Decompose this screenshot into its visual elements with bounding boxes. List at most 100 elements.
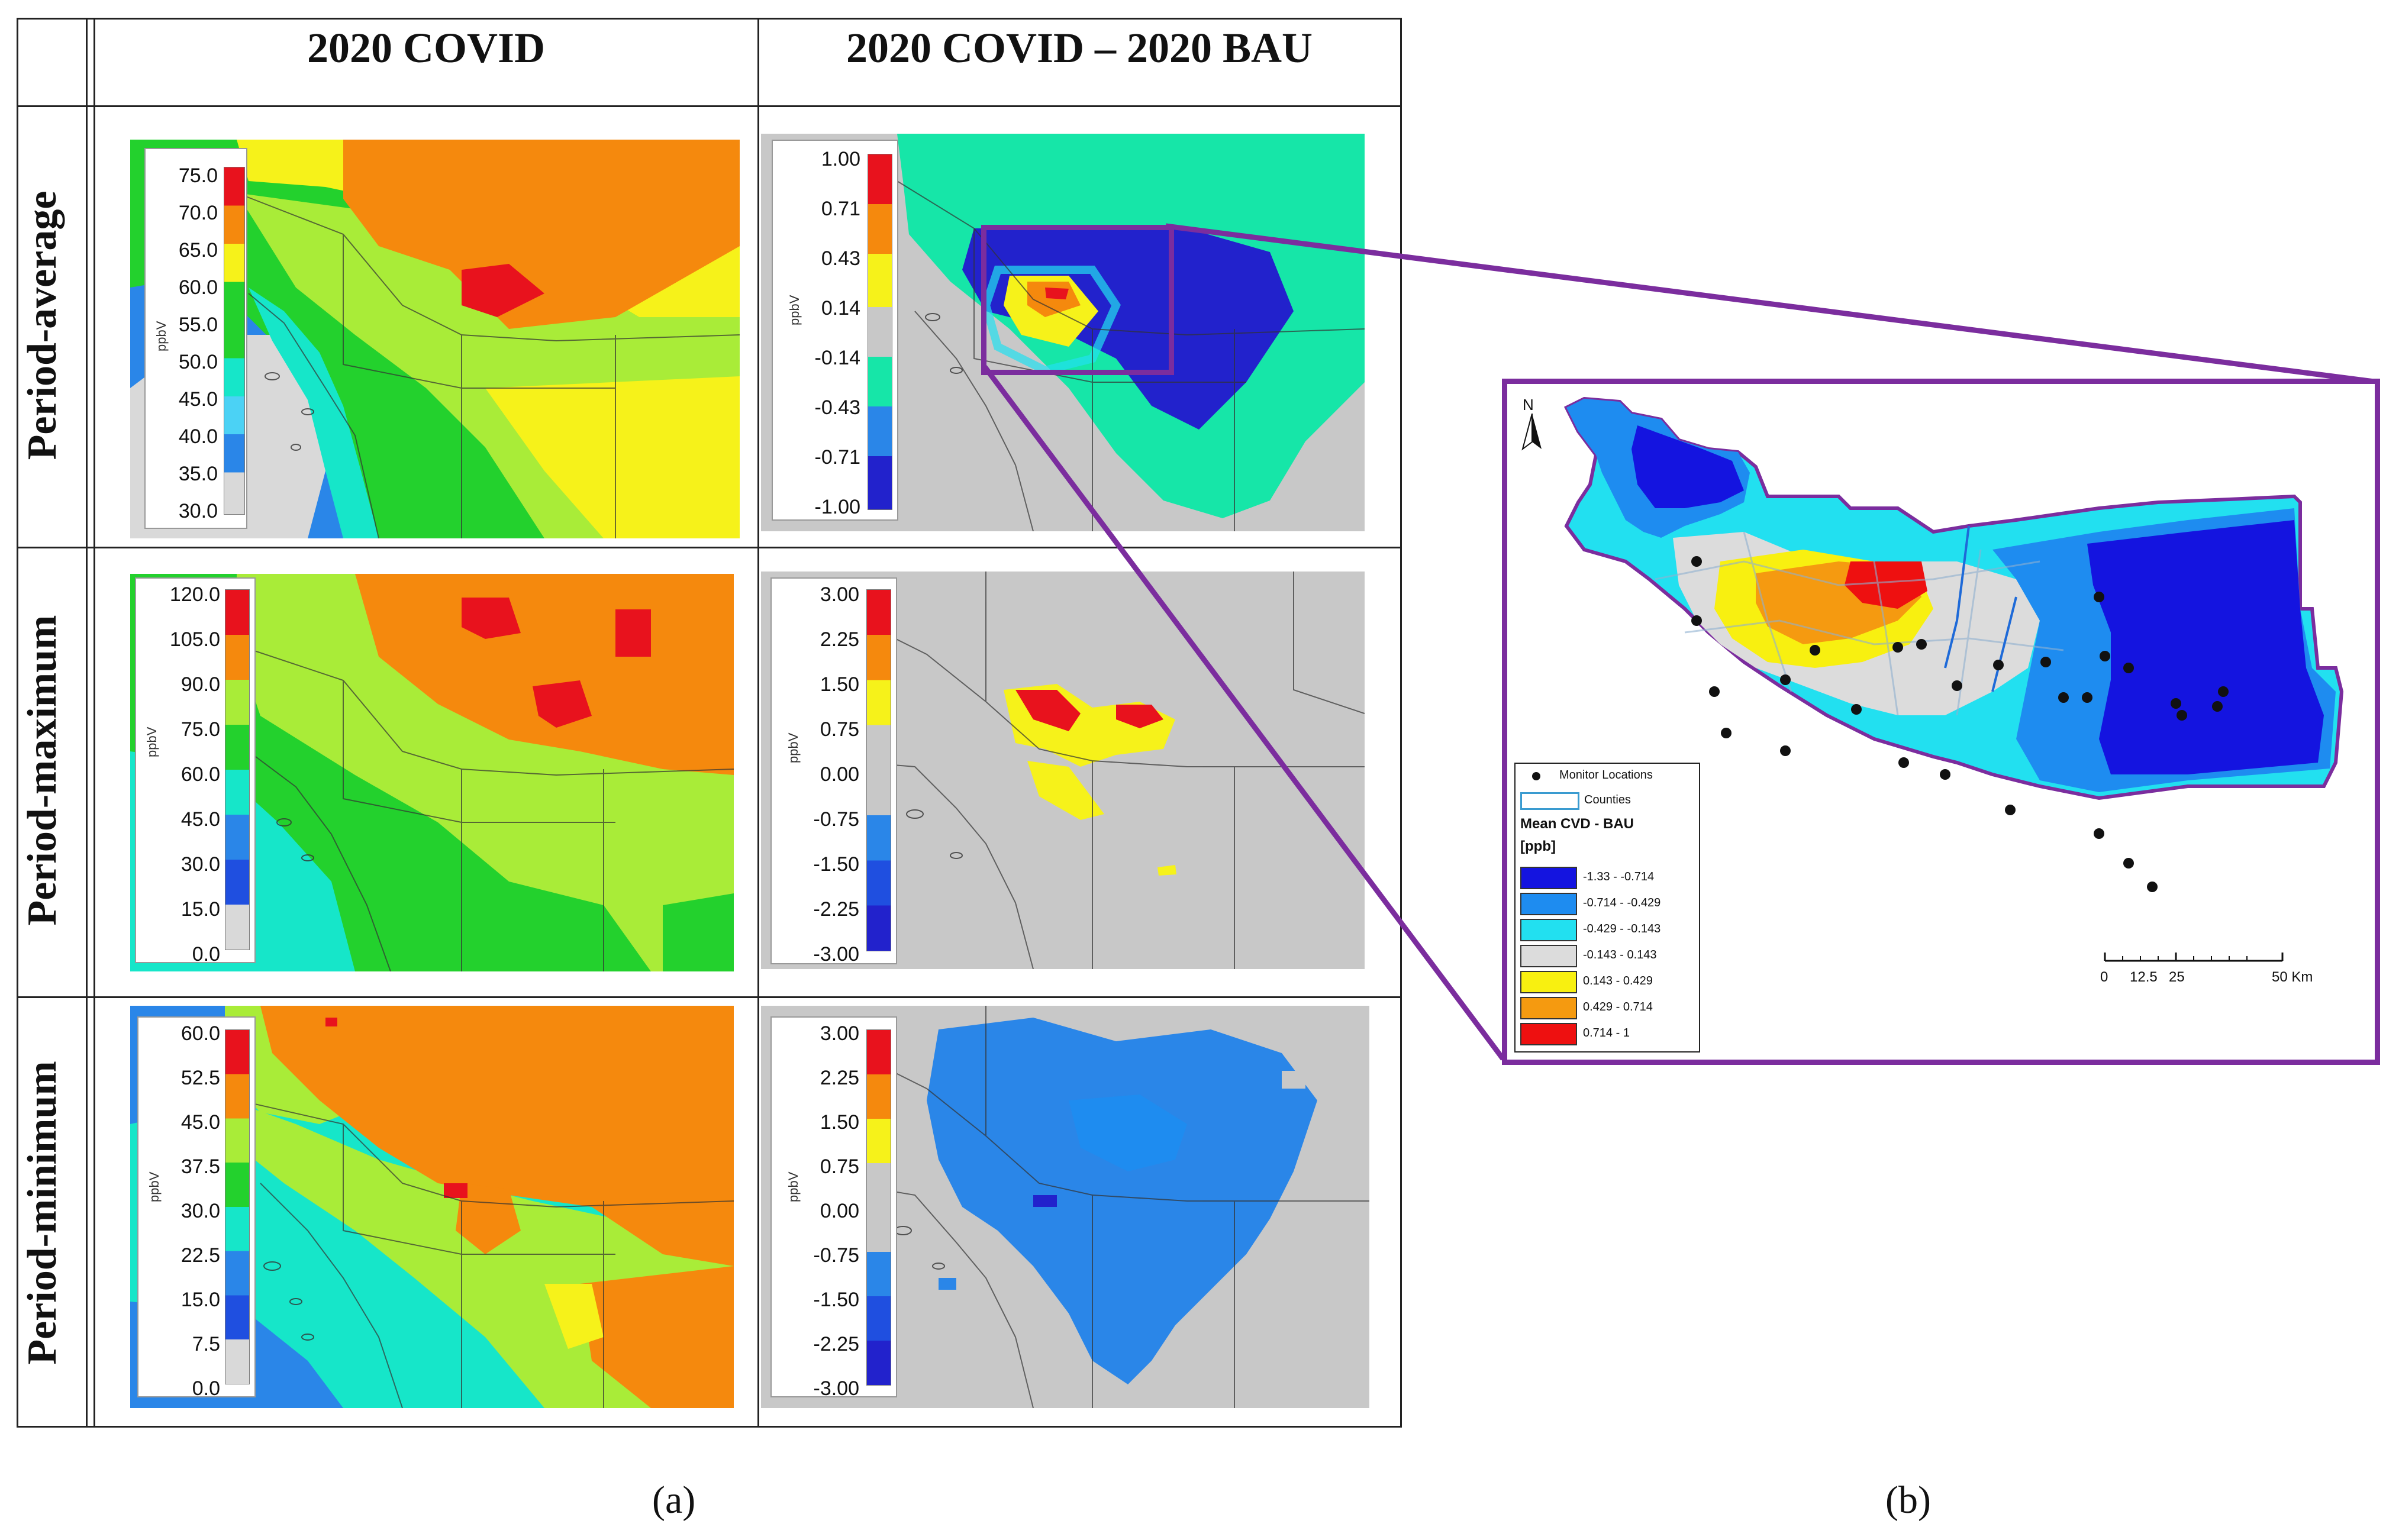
legend-tick: 2.25 <box>820 628 859 651</box>
legend-tick: 120.0 <box>169 583 220 606</box>
grid-col1-line <box>93 18 95 1428</box>
legend-class-label: -1.33 - -0.714 <box>1583 870 1655 883</box>
legend-tick: 50.0 <box>178 351 218 373</box>
grid-left-line <box>17 18 18 1428</box>
scale-bar-graphic <box>2104 953 2284 962</box>
legend-tick: -2.25 <box>813 898 860 921</box>
subfigure-label-a: (a) <box>652 1478 696 1522</box>
inset-county-map <box>1563 396 2344 892</box>
legend-tick: -1.50 <box>813 1289 860 1311</box>
legend-tick: 60.0 <box>180 763 220 786</box>
legend-tick: 1.50 <box>820 1111 859 1134</box>
legend-average-difference-bar <box>868 154 892 510</box>
legend-class-label: 0.429 - 0.714 <box>1583 1000 1653 1013</box>
legend-tick: -1.00 <box>814 496 861 518</box>
legend-swatch <box>1520 893 1577 915</box>
legend-tick: 0.00 <box>820 763 859 786</box>
legend-maximum-difference-bar <box>866 589 891 951</box>
grid-right-line <box>1400 18 1402 1428</box>
scale-tick: 0 <box>2100 969 2108 985</box>
legend-tick: 60.0 <box>178 276 218 299</box>
inset-map-legend: Monitor Locations Counties Mean CVD - BA… <box>1514 763 1700 1053</box>
legend-swatch <box>1520 945 1577 967</box>
legend-title: Mean CVD - BAU <box>1520 816 1634 832</box>
legend-tick: 0.00 <box>820 1200 859 1222</box>
legend-unit: [ppb] <box>1520 838 1556 854</box>
legend-tick: 0.75 <box>820 1155 859 1178</box>
legend-tick: 37.5 <box>180 1155 220 1178</box>
legend-tick: 30.0 <box>180 1200 220 1222</box>
legend-tick: 65.0 <box>178 239 218 261</box>
grid-col2-line <box>757 18 759 1428</box>
legend-average-difference: 1.00 0.71 0.43 0.14 -0.14 -0.43 -0.71 -1… <box>772 140 898 521</box>
legend-class-label: -0.429 - -0.143 <box>1583 922 1661 935</box>
legend-class-label: 0.143 - 0.429 <box>1583 974 1653 987</box>
north-label: N <box>1523 396 1534 414</box>
scale-tick: 50 Km <box>2272 969 2313 985</box>
legend-class-label: 0.714 - 1 <box>1583 1026 1630 1039</box>
scale-tick: 12.5 <box>2130 969 2158 985</box>
legend-tick: 2.25 <box>820 1067 859 1089</box>
legend-swatch <box>1520 1023 1577 1045</box>
legend-tick: -1.50 <box>813 853 860 876</box>
north-arrow: N <box>1518 396 1553 461</box>
legend-tick: 0.43 <box>821 247 860 270</box>
legend-tick: -0.75 <box>813 1244 860 1267</box>
scale-tick: 25 <box>2169 969 2185 985</box>
legend-tick: 55.0 <box>178 314 218 336</box>
scale-bar: 0 12.5 25 50 Km <box>2099 949 2313 996</box>
legend-tick: 22.5 <box>180 1244 220 1267</box>
grid-row2-line <box>17 996 1401 998</box>
legend-minimum-covid-bar <box>225 1029 250 1384</box>
legend-tick: 15.0 <box>180 898 220 921</box>
legend-class-label: -0.714 - -0.429 <box>1583 896 1661 909</box>
legend-tick: -0.43 <box>814 396 861 419</box>
legend-tick: -0.14 <box>814 347 861 369</box>
legend-average-covid-bar <box>224 167 245 515</box>
legend-tick: -0.75 <box>813 808 860 831</box>
legend-tick: 15.0 <box>180 1289 220 1311</box>
legend-tick: 30.0 <box>180 853 220 876</box>
monitor-marker-icon <box>1532 772 1540 780</box>
legend-tick: 45.0 <box>180 1111 220 1134</box>
legend-tick: 105.0 <box>169 628 220 651</box>
column-header-covid: 2020 COVID <box>307 24 545 72</box>
legend-tick: 1.50 <box>820 673 859 696</box>
legend-tick: 90.0 <box>180 673 220 696</box>
legend-swatch <box>1520 919 1577 941</box>
zoom-highlight-box <box>981 225 1174 375</box>
legend-swatch <box>1520 997 1577 1019</box>
legend-counties-label: Counties <box>1584 793 1631 806</box>
legend-minimum-difference: 3.00 2.25 1.50 0.75 0.00 -0.75 -1.50 -2.… <box>770 1016 897 1400</box>
legend-tick: 0.75 <box>820 718 859 741</box>
north-arrow-icon <box>1521 414 1542 451</box>
legend-tick: 0.0 <box>192 943 220 966</box>
legend-tick: 60.0 <box>180 1022 220 1045</box>
legend-tick: 7.5 <box>192 1333 220 1355</box>
legend-average-covid: 75.0 70.0 65.0 60.0 55.0 50.0 45.0 40.0 … <box>144 148 247 529</box>
county-swatch <box>1520 792 1579 810</box>
legend-monitor-label: Monitor Locations <box>1559 769 1653 782</box>
grid-rowhead-line <box>86 18 88 1428</box>
inset-map-panel: N Monitor Locations Counties Mean CVD - … <box>1502 379 2380 1065</box>
legend-tick: 45.0 <box>180 808 220 831</box>
legend-tick: 0.14 <box>821 297 860 319</box>
legend-swatch <box>1520 971 1577 993</box>
grid-header-line <box>17 105 1401 107</box>
legend-tick: 35.0 <box>178 463 218 485</box>
monitor-dots <box>1691 556 2229 892</box>
legend-tick: 75.0 <box>180 718 220 741</box>
legend-minimum-covid: 60.0 52.5 45.0 37.5 30.0 22.5 15.0 7.5 0… <box>137 1016 256 1400</box>
legend-tick: 40.0 <box>178 425 218 448</box>
column-header-difference: 2020 COVID – 2020 BAU <box>846 24 1313 72</box>
grid-bottom-line <box>17 1426 1401 1428</box>
grid-row1-line <box>17 547 1401 548</box>
legend-tick: 45.0 <box>178 388 218 411</box>
legend-tick: 75.0 <box>178 164 218 187</box>
legend-tick: -3.00 <box>813 1377 860 1400</box>
legend-tick: 30.0 <box>178 500 218 522</box>
legend-class-label: -0.143 - 0.143 <box>1583 948 1657 961</box>
legend-tick: 0.71 <box>821 198 860 220</box>
legend-maximum-difference: 3.00 2.25 1.50 0.75 0.00 -0.75 -1.50 -2.… <box>770 577 897 966</box>
